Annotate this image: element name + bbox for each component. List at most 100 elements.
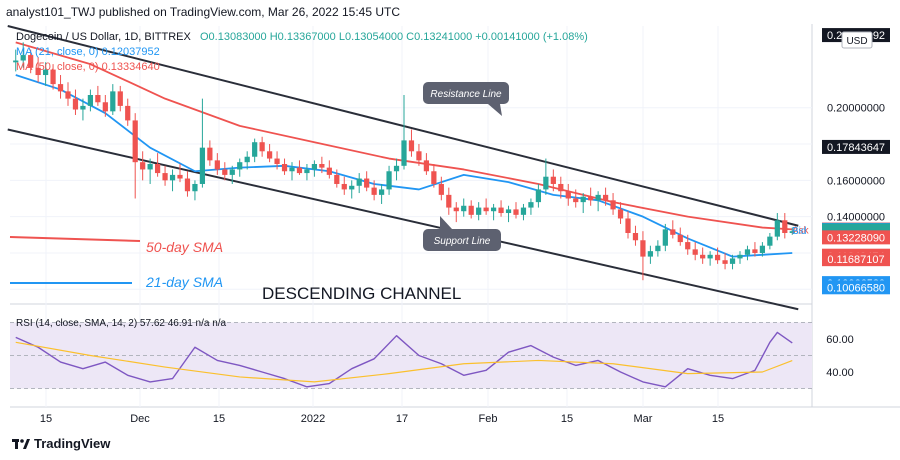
candle-body-31 [244,156,250,163]
candle-body-99 [752,249,758,253]
candle-body-60 [461,205,467,212]
candle-body-13 [110,91,116,112]
footer: TradingView [0,430,900,460]
candle-body-45 [349,185,355,190]
candle-body-101 [767,236,773,246]
candle-body-14 [117,91,123,106]
candle-body-24 [192,183,198,192]
candle-body-77 [588,196,594,201]
time-tick-label-2: 15 [213,413,225,425]
candle-body-17 [140,162,146,170]
candle-body-76 [580,196,586,203]
candle-body-10 [87,95,94,106]
price-tick-label-0: 0.20000000 [827,103,885,115]
resistance-callout-pointer [488,104,502,116]
candle-body-54 [416,151,422,161]
candle-body-81 [617,209,624,219]
candle-body-28 [222,169,228,175]
candle-body-72 [550,176,556,184]
candle-body-66 [505,209,512,214]
candle-body-95 [722,260,728,264]
price-label-layer: 0.240000920.17843647Ask0.13294000Bid0.13… [792,28,890,295]
candle-body-35 [274,158,280,164]
time-tick-label-1: Dec [130,413,150,425]
chart-area[interactable]: 0.200000000.180000000.160000000.14000000… [0,24,900,430]
resistance-callout-label: Resistance Line [430,89,502,100]
candle-body-83 [632,233,639,241]
candle-body-30 [237,162,243,170]
resistance-callout-box [423,82,509,104]
candle-body-65 [498,207,504,214]
candle-body-9 [80,105,86,110]
candle-body-16 [132,120,138,163]
time-tick-label-4: 17 [396,413,408,425]
candle-body-40 [311,164,318,170]
publisher-text: analyst101_TWJ published on TradingView.… [6,5,400,19]
candle-body-39 [304,169,310,174]
candle-body-102 [774,220,780,237]
currency-badge[interactable] [841,31,873,49]
candle-body-12 [102,102,108,112]
candle-body-103 [782,220,788,233]
candle-body-57 [438,183,444,195]
candle-body-59 [453,207,459,212]
rsi-legend: RSI (14, close, SMA, 14, 2) 57.62 46.91 … [16,318,227,329]
candle-body-92 [700,254,706,259]
candle-body-74 [565,191,571,199]
candle-body-100 [759,245,766,253]
candle-body-67 [513,209,519,215]
legend-ma21: MA (21, close, 0) 0.12037952 [16,46,160,58]
candle-body-48 [371,187,377,195]
candle-body-90 [685,242,691,250]
candle-body-56 [431,171,437,184]
time-tick-label-5: Feb [479,413,498,425]
price-scale-bg [812,24,900,409]
sma50-annotation: 50-day SMA [146,239,223,255]
price-badge-value-1: 0.17843647 [827,142,885,154]
price-badge-box-8 [822,252,890,267]
candle-body-34 [266,151,273,159]
candle-body-68 [520,207,527,215]
candle-body-93 [707,254,713,259]
candle-body-4 [42,69,49,76]
rsi-layer [10,322,812,389]
candle-body-23 [184,178,191,192]
candle-body-11 [95,95,101,103]
pattern-annotation: DESCENDING CHANNEL [262,284,461,303]
price-chart[interactable]: 0.200000000.180000000.160000000.14000000… [0,24,900,430]
candle-body-94 [714,254,721,261]
candle-body-37 [289,167,295,172]
candle-body-78 [595,194,601,201]
tradingview-brand-text: TradingView [34,436,111,451]
candle-body-42 [326,167,332,175]
price-badge-value-8: 0.11687107 [827,254,884,266]
candle-body-73 [558,183,564,192]
candle-body-36 [281,164,288,172]
legend-ma50: MA (50, close, 0) 0.13334640 [16,61,160,73]
candle-body-32 [252,142,258,157]
candle-body-96 [729,258,736,264]
support-callout-label: Support Line [434,236,491,247]
support-line [7,128,799,311]
candle-body-97 [737,254,743,259]
tradingview-logo[interactable]: TradingView [12,436,110,451]
rsi-tick-label-0: 60.00 [826,334,854,346]
candle-body-7 [65,91,71,99]
sma21-annotation: 21-day SMA [145,274,223,290]
support-callout-pointer [440,216,452,229]
candle-body-44 [341,183,347,190]
candle-body-22 [177,174,183,179]
rsi-line [15,331,793,388]
candle-body-52 [401,140,407,166]
candle-body-58 [446,194,452,208]
candle-body-3 [35,67,41,76]
rsi-tick-label-1: 40.00 [826,367,854,379]
channel-layer [7,25,799,311]
tradingview-logo-icon [12,439,30,449]
candle-body-18 [147,164,153,170]
rsi-ma-line [15,341,793,383]
candle-body-33 [259,142,265,152]
time-tick-label-0: 15 [40,413,52,425]
candle-body-38 [296,167,303,174]
time-tick-label-8: 15 [712,413,724,425]
